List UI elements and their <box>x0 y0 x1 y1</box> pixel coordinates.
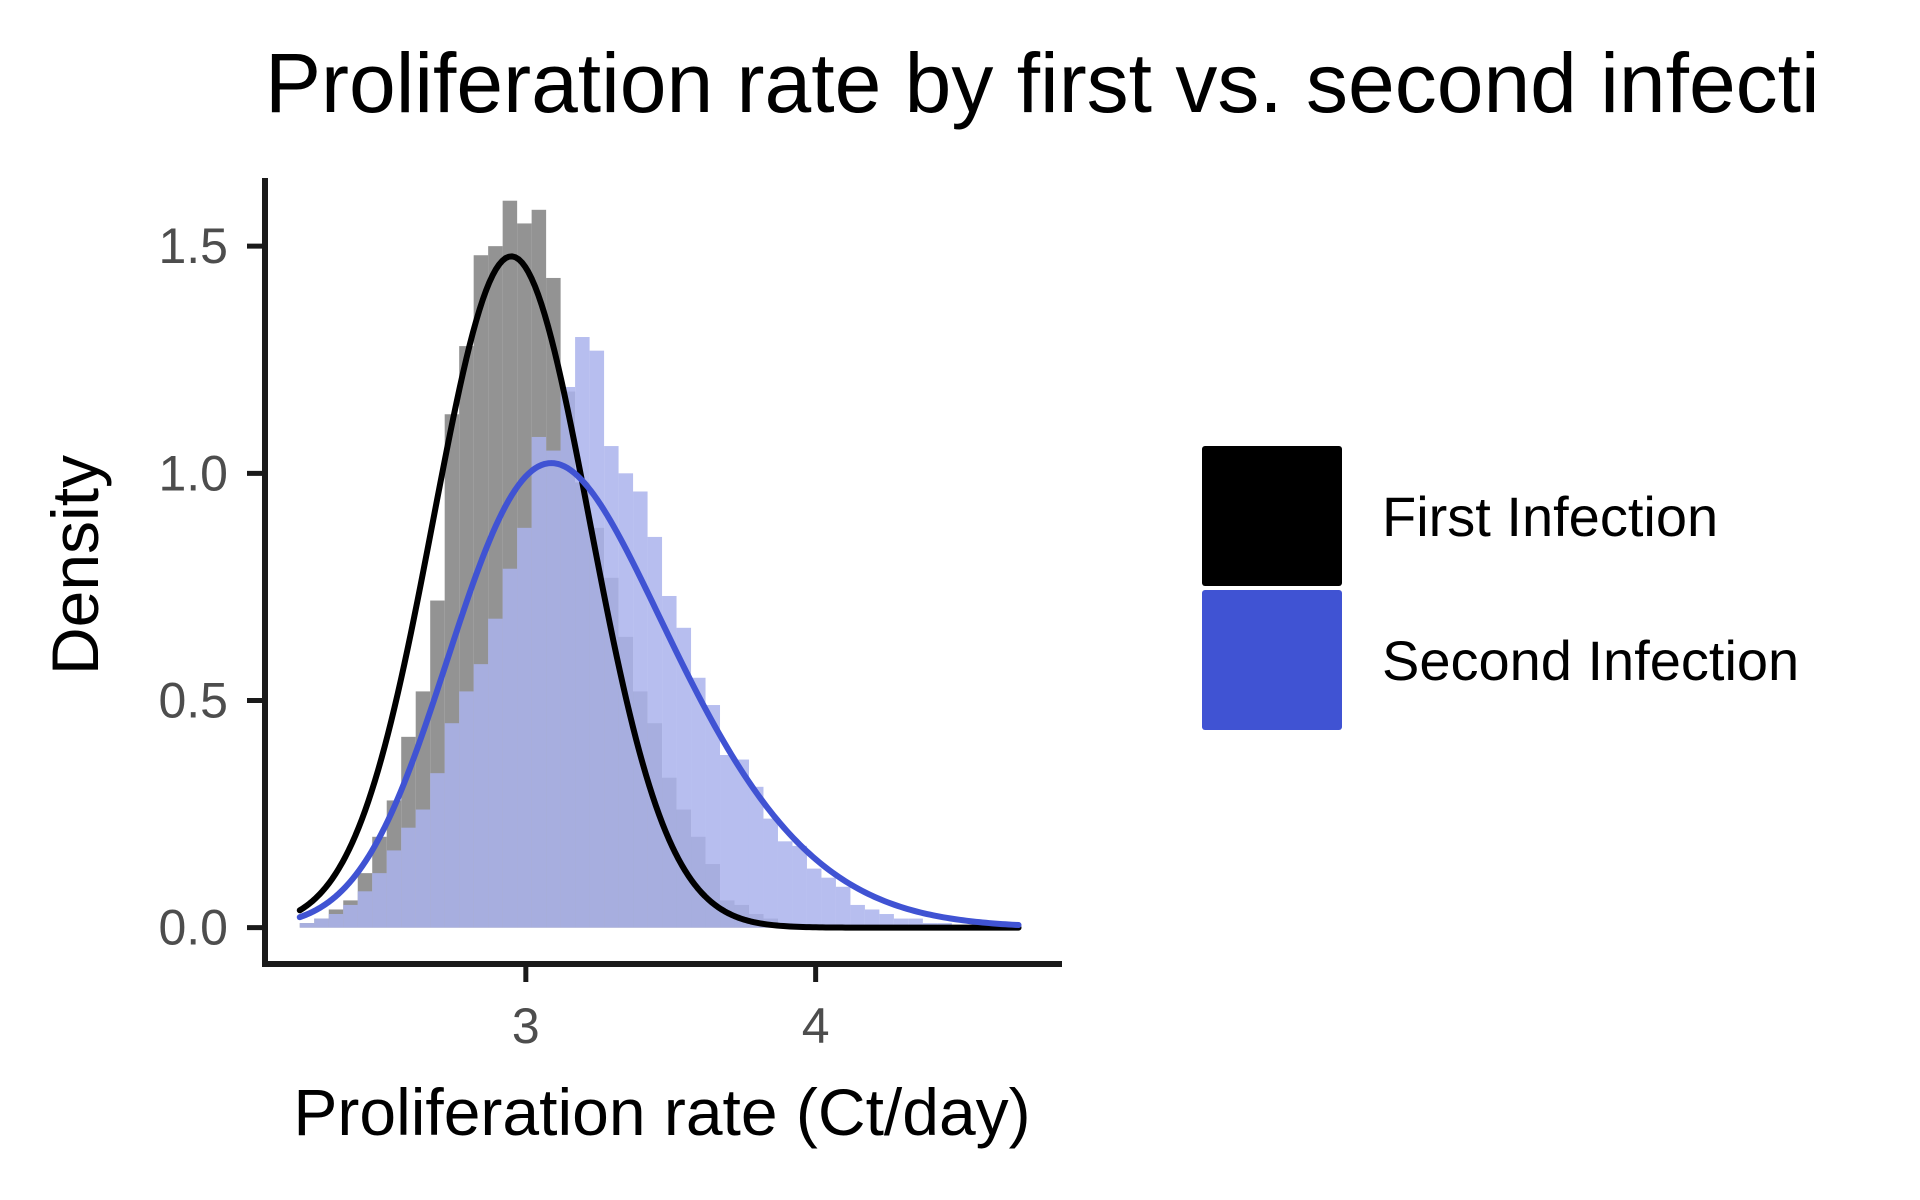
histogram-layer <box>299 200 952 928</box>
hist-bar <box>633 491 648 928</box>
hist-bar <box>792 845 807 928</box>
y-tick-label: 1.5 <box>158 218 228 274</box>
hist-bar <box>401 827 416 928</box>
hist-bar <box>502 568 518 928</box>
hist-bar <box>473 664 489 928</box>
hist-bar <box>517 527 532 928</box>
hist-bar <box>328 914 344 928</box>
hist-bar <box>386 850 402 928</box>
y-tick-label: 0.5 <box>158 672 228 728</box>
hist-bar <box>908 918 923 928</box>
hist-bar <box>430 773 445 928</box>
x-axis-label: Proliferation rate (Ct/day) <box>293 1075 1030 1149</box>
hist-bar <box>459 691 474 928</box>
hist-bar <box>748 786 764 928</box>
x-tick-label: 4 <box>802 998 830 1054</box>
hist-bar <box>864 909 880 928</box>
hist-bar <box>415 809 431 928</box>
axes <box>262 178 1062 967</box>
hist-bar <box>531 436 547 928</box>
hist-bar <box>647 536 663 928</box>
hist-bar <box>444 723 460 928</box>
hist-bar <box>763 818 778 928</box>
chart-title: Proliferation rate by first vs. second i… <box>265 36 1820 130</box>
hist-bar <box>560 386 576 928</box>
hist-bar <box>835 886 851 928</box>
legend: First Infection Second Infection <box>1202 446 1799 730</box>
y-ticks: 0.0 0.5 1.0 1.5 <box>158 218 265 956</box>
hist-bar <box>343 904 358 928</box>
hist-bar <box>691 677 706 928</box>
legend-label: Second Infection <box>1382 629 1799 692</box>
hist-bar <box>589 350 605 928</box>
density-curve <box>296 253 1022 931</box>
density-curve <box>296 460 1022 929</box>
legend-swatch <box>1202 590 1342 730</box>
hist-bar <box>372 873 387 928</box>
legend-swatch <box>1202 446 1342 586</box>
hist-bar <box>575 337 590 928</box>
hist-bar <box>806 868 822 928</box>
hist-bar <box>705 705 721 928</box>
density-curve-layer <box>296 253 1022 931</box>
hist-bar <box>357 891 373 928</box>
hist-bar <box>604 446 619 928</box>
hist-bar <box>893 918 909 928</box>
y-tick-label: 1.0 <box>158 445 228 501</box>
legend-label: First Infection <box>1382 485 1718 548</box>
hist-bar <box>546 450 561 928</box>
hist-bar <box>879 914 894 928</box>
hist-bar <box>299 923 315 928</box>
hist-bar <box>850 904 865 928</box>
hist-bar <box>821 877 836 928</box>
x-tick-label: 3 <box>512 998 540 1054</box>
hist-bar <box>734 759 749 928</box>
hist-bar <box>720 755 735 928</box>
hist-bar <box>777 841 793 928</box>
y-axis-label: Density <box>38 455 112 675</box>
y-tick-label: 0.0 <box>158 900 228 956</box>
hist-bar <box>676 627 692 928</box>
hist-bar <box>314 918 329 928</box>
hist-bar <box>488 618 503 928</box>
